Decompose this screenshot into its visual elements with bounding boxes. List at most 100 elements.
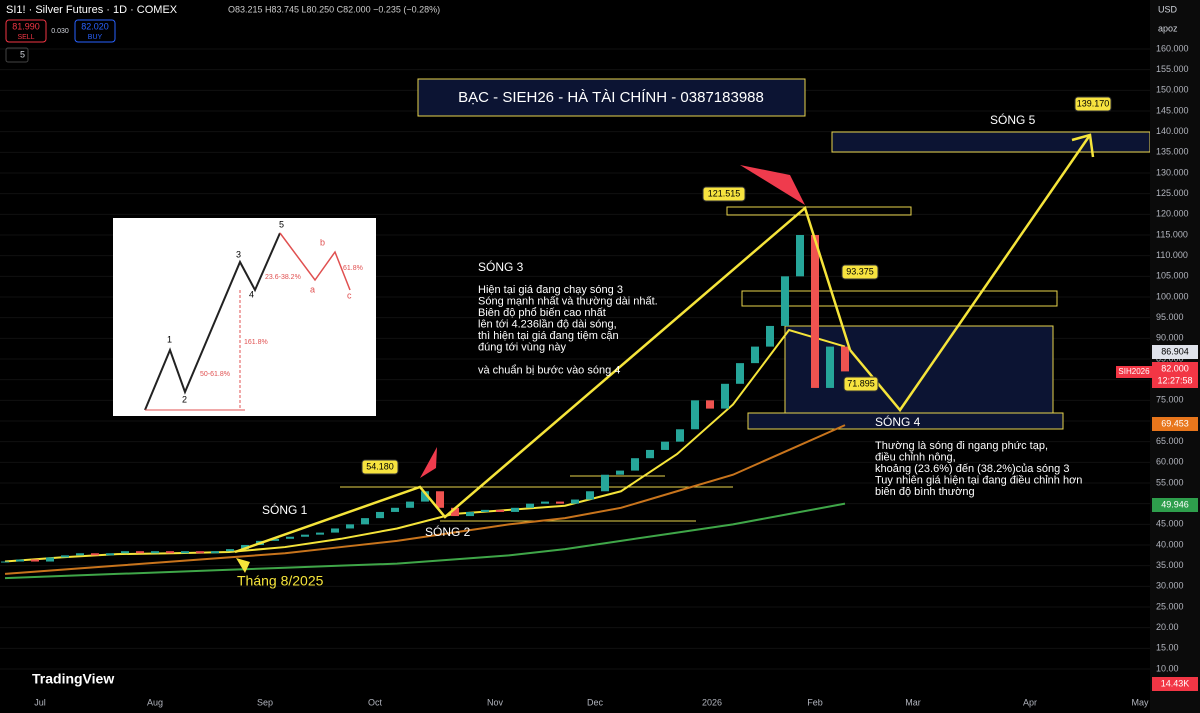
logo[interactable]: TradingView	[32, 671, 114, 687]
price-tag	[1074, 96, 1112, 112]
candle	[166, 551, 174, 554]
annotation-line: Sóng mạnh nhất và thường dài nhất.	[478, 295, 658, 307]
candle	[406, 501, 414, 508]
price-tag	[843, 376, 879, 392]
price-label-text: 49.946	[1161, 499, 1189, 509]
y-tick-label: 45.000	[1156, 519, 1184, 529]
inset-ratio: 161.8%	[244, 339, 268, 346]
sell-button[interactable]	[5, 19, 47, 43]
countdown: 12:27:58	[1157, 375, 1192, 385]
candle	[286, 536, 294, 539]
candle	[736, 363, 744, 384]
candle	[271, 538, 279, 541]
time-label: Apr	[1023, 697, 1037, 707]
candle	[646, 449, 654, 459]
scale-mode[interactable]: apoz	[1158, 23, 1178, 33]
y-tick-label: 100.000	[1156, 291, 1189, 301]
moving-average	[4, 502, 846, 580]
price-label	[1152, 417, 1198, 431]
annotation-line: Thường là sóng đi ngang phức tạp,	[875, 440, 1048, 452]
time-label: 2026	[702, 697, 722, 707]
y-tick-label: 90.000	[1156, 333, 1184, 343]
y-tick-label: 95.000	[1156, 312, 1184, 322]
y-tick-label: 155.000	[1156, 64, 1189, 74]
candle	[556, 501, 564, 504]
candle	[301, 534, 309, 537]
candle	[106, 553, 114, 556]
y-tick-label: 160.000	[1156, 43, 1189, 53]
candle	[361, 518, 369, 525]
yellow-arrow	[236, 558, 250, 573]
ohlc: O83.215 H83.745 L80.250 C82.000 −0.235 (…	[228, 4, 440, 14]
candle	[391, 507, 399, 512]
candle	[181, 551, 189, 554]
candle	[421, 491, 429, 502]
red-arrow	[740, 165, 805, 205]
price-tag	[702, 186, 746, 202]
candle	[796, 235, 804, 277]
y-tick-label: 120.000	[1156, 209, 1189, 219]
candle	[751, 346, 759, 364]
time-axis	[0, 693, 1150, 713]
currency[interactable]: USD	[1158, 4, 1178, 14]
inset-label: 3	[236, 249, 241, 259]
wave-label: SÓNG 2	[425, 524, 471, 539]
annotation-line: khoảng (23.6%) đến (38.2%)của sóng 3	[875, 463, 1069, 475]
candle	[1, 561, 9, 563]
candle	[211, 551, 219, 554]
candle	[151, 551, 159, 554]
candle	[781, 276, 789, 326]
y-tick-label: 140.000	[1156, 126, 1189, 136]
inset-label: 5	[279, 219, 284, 229]
candle	[46, 557, 54, 562]
candle	[31, 559, 39, 562]
candle	[481, 509, 489, 512]
buy-price[interactable]: 82.020	[81, 21, 109, 31]
inset-label: b	[320, 237, 325, 247]
candle	[226, 549, 234, 552]
buy-button[interactable]	[74, 19, 116, 43]
price-label-text: 82.000	[1161, 363, 1189, 373]
price-label-text: 69.453	[1161, 418, 1189, 428]
candle	[511, 507, 519, 512]
indicator-count[interactable]: 5	[20, 49, 25, 59]
y-tick-label: 10.00	[1156, 663, 1179, 673]
title-box	[417, 78, 806, 117]
price-tag	[841, 264, 879, 280]
annotation-line: thì hiện tại giá đang tiệm cận	[478, 330, 619, 342]
wave-label: SÓNG 4	[875, 414, 921, 429]
inset-ratio: 50-61.8%	[200, 371, 230, 378]
annotation-line: biên độ bình thường	[875, 486, 975, 498]
candle	[76, 553, 84, 556]
y-tick-label: 35.000	[1156, 560, 1184, 570]
y-tick-label: 135.000	[1156, 147, 1189, 157]
candle	[496, 509, 504, 512]
inset-label: 2	[182, 394, 187, 404]
candle	[376, 511, 384, 519]
candle	[691, 400, 699, 430]
annotation-line: Hiện tại giá đang chạy sóng 3	[478, 284, 623, 296]
annotation-line: điều chỉnh nông,	[875, 451, 956, 463]
candle	[826, 346, 834, 388]
candle	[436, 491, 444, 508]
y-tick-label: 40.000	[1156, 539, 1184, 549]
peak-zone	[726, 206, 912, 216]
y-tick-label: 20.00	[1156, 622, 1179, 632]
wave-label: SÓNG 1	[262, 502, 308, 517]
price-label-text: 14.43K	[1161, 678, 1190, 688]
candle	[541, 501, 549, 504]
price-label	[1152, 677, 1198, 691]
time-label: Jul	[34, 697, 46, 707]
symbol[interactable]: SI1! · Silver Futures · 1D · COMEX	[6, 4, 178, 16]
candle	[661, 441, 669, 450]
candle	[526, 503, 534, 508]
indicator-toggle[interactable]	[5, 47, 29, 63]
symbol-tag-text: SIH2026	[1118, 367, 1150, 376]
sell-label[interactable]: SELL	[17, 34, 34, 41]
price-tag-text: 121.515	[708, 188, 741, 198]
inset-impulse	[144, 232, 281, 411]
buy-label[interactable]: BUY	[88, 34, 103, 41]
y-tick-label: 75.000	[1156, 395, 1184, 405]
sell-price[interactable]: 81.990	[12, 21, 40, 31]
y-tick-label: 65.000	[1156, 436, 1184, 446]
